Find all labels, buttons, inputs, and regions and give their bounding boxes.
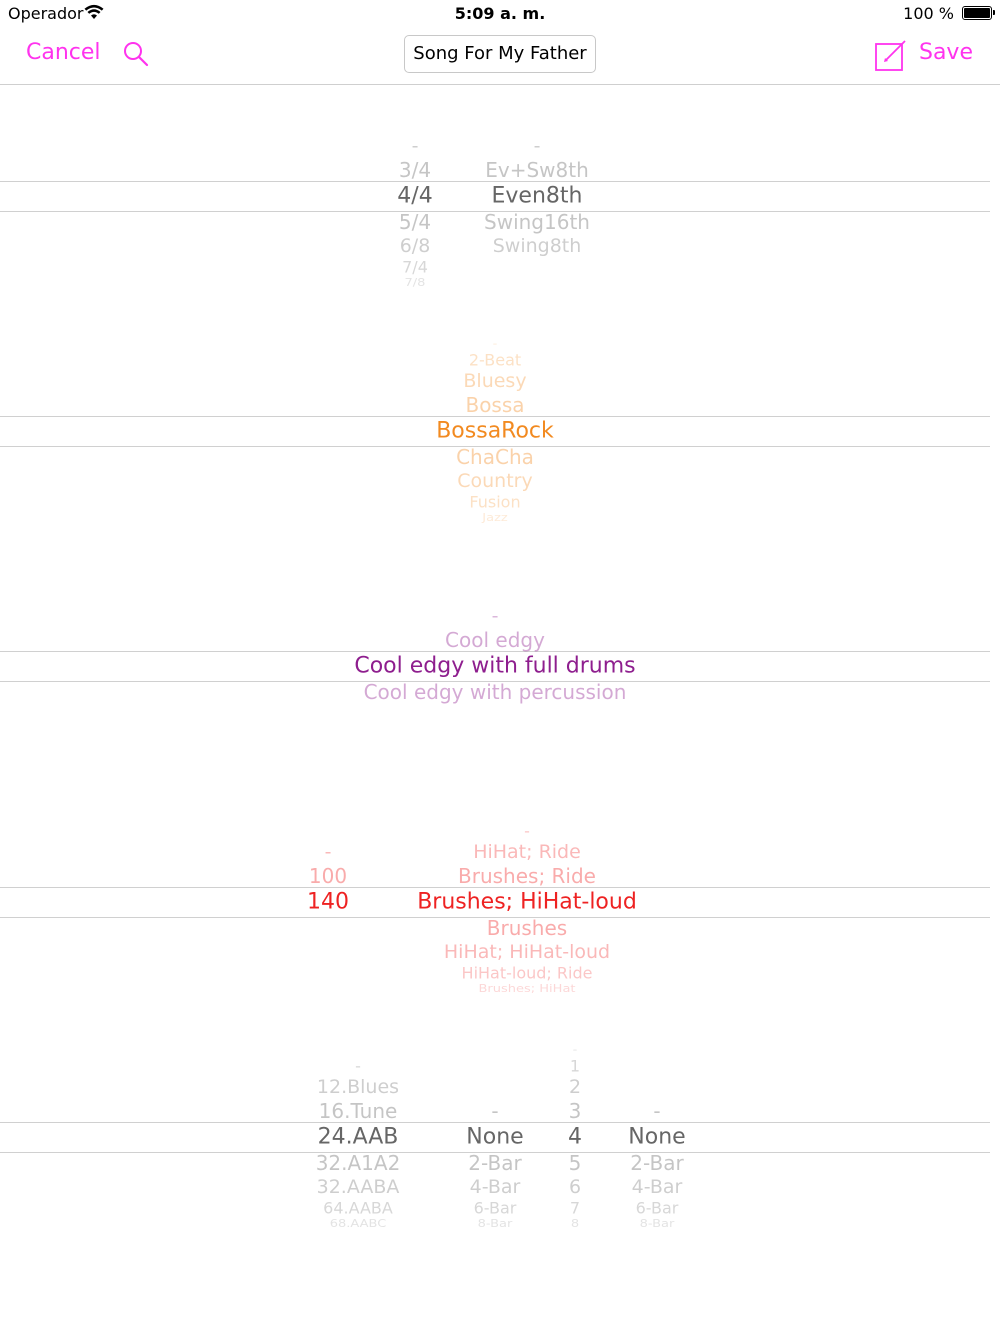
repeats-option[interactable]: 5 [568, 1151, 582, 1175]
selection-band [0, 1122, 990, 1153]
form-option[interactable]: 68.AABC [329, 1217, 387, 1231]
intro-option[interactable]: 4-Bar [469, 1176, 521, 1198]
drum-kit-option[interactable]: HiHat-loud; Ride [461, 963, 593, 983]
ending-option[interactable]: 6-Bar [635, 1198, 679, 1218]
repeats-option[interactable]: 3 [568, 1099, 582, 1123]
picker-time-signature-feel[interactable]: -3/4 4/4 5/4 6/8 7/4 7/8 - Ev+Sw8th Even8th Swin… [0, 100, 990, 300]
battery-icon [962, 6, 995, 20]
selection-band [0, 887, 990, 918]
selection-band [0, 416, 990, 447]
feel-option[interactable]: Swing8th [492, 235, 582, 257]
save-button[interactable]: Save [918, 40, 973, 65]
repeats-option[interactable]: 6 [568, 1176, 582, 1198]
ending-option[interactable]: 4-Bar [631, 1176, 683, 1198]
wifi-icon [84, 4, 104, 24]
ending-option[interactable]: 8-Bar [639, 1217, 675, 1231]
form-option[interactable]: 24.AAB [317, 1124, 399, 1150]
time-signature-option[interactable]: 6/8 [399, 235, 431, 257]
form-option[interactable]: 32.AABA [316, 1176, 400, 1198]
compose-icon[interactable] [874, 38, 908, 72]
style-option[interactable]: Fusion [469, 492, 521, 512]
tempo-option[interactable]: 100 [308, 864, 348, 888]
tempo-option[interactable]: - [324, 841, 332, 863]
picker-tempo-drums[interactable]: -100 140 - HiHat; Ride Brushes; Ride Brushes… [0, 806, 990, 1006]
form-option[interactable]: - [355, 1056, 361, 1076]
feel-option[interactable]: - [533, 135, 541, 157]
drum-kit-option[interactable]: Brushes; HiHat [478, 982, 576, 996]
time-signature-option[interactable]: 7/4 [402, 257, 428, 277]
feel-option[interactable]: Ev+Sw8th [485, 158, 589, 182]
drum-kit-option[interactable]: HiHat; Ride [473, 841, 581, 863]
feel-option[interactable]: Even8th [491, 183, 583, 209]
repeats-option[interactable]: 2 [568, 1076, 582, 1098]
navigation-bar: Cancel Song For My Father Save [0, 28, 1000, 85]
status-bar: Operador 5:09 a. m. 100 % [0, 0, 1000, 28]
clock: 5:09 a. m. [454, 4, 546, 23]
drum-kit-option[interactable]: Brushes; HiHat-loud [417, 889, 637, 915]
repeats-option[interactable]: 8 [570, 1217, 580, 1231]
ending-option[interactable]: None [628, 1124, 686, 1150]
carrier-label: Operador [8, 4, 84, 23]
time-signature-option[interactable]: 5/4 [398, 210, 432, 234]
form-option[interactable]: 16.Tune [318, 1099, 398, 1123]
intro-option[interactable]: None [466, 1124, 524, 1150]
time-signature-option[interactable]: 7/8 [404, 276, 426, 290]
form-option[interactable]: 32.A1A2 [315, 1151, 401, 1175]
intro-option[interactable]: - [491, 1099, 499, 1123]
repeats-option[interactable]: - [572, 1043, 578, 1057]
style-option[interactable]: - [492, 337, 498, 351]
picker-variation[interactable]: - Cool edgy Cool edgy with full drums Cool … [0, 571, 990, 771]
ending-option[interactable]: - [653, 1099, 661, 1123]
intro-option[interactable]: 8-Bar [477, 1217, 513, 1231]
variation-option[interactable]: Cool edgy with percussion [363, 680, 627, 704]
intro-option[interactable]: 6-Bar [473, 1198, 517, 1218]
variation-option[interactable]: Cool edgy with full drums [354, 653, 636, 679]
form-option[interactable]: 64.AABA [323, 1198, 393, 1218]
feel-option[interactable]: Swing16th [484, 210, 590, 234]
drum-kit-option[interactable]: - [524, 821, 530, 841]
style-option[interactable]: 2-Beat [468, 350, 522, 370]
time-signature-option[interactable]: 3/4 [398, 158, 432, 182]
drum-kit-option[interactable]: Brushes; Ride [458, 864, 596, 888]
drum-kit-option[interactable]: Brushes [486, 916, 568, 940]
style-option[interactable]: Bluesy [463, 370, 527, 392]
style-option[interactable]: BossaRock [436, 418, 554, 444]
song-title-field[interactable]: Song For My Father [404, 35, 596, 73]
ending-option[interactable]: 2-Bar [630, 1151, 684, 1175]
selection-band [0, 651, 990, 682]
picker-style[interactable]: -2-Beat Bluesy Bossa BossaRock ChaCha Country… [0, 336, 990, 536]
style-option[interactable]: Jazz [482, 511, 508, 525]
variation-option[interactable]: Cool edgy [445, 628, 545, 652]
drum-kit-option[interactable]: HiHat; HiHat-loud [443, 941, 611, 963]
selection-band [0, 181, 990, 212]
time-signature-option[interactable]: - [411, 135, 419, 157]
picker-form[interactable]: -12.Blues 16.Tune 24.AAB 32.A1A2 32.AABA 64.A… [0, 1041, 990, 1241]
search-icon[interactable] [122, 40, 150, 68]
battery-percent: 100 % [903, 4, 954, 23]
tempo-option[interactable]: 140 [307, 889, 349, 915]
form-option[interactable]: 12.Blues [316, 1076, 400, 1098]
style-option[interactable]: ChaCha [456, 445, 534, 469]
time-signature-option[interactable]: 4/4 [397, 183, 433, 209]
style-option[interactable]: Country [457, 470, 533, 492]
style-option[interactable]: Bossa [465, 393, 525, 417]
variation-option[interactable]: - [491, 605, 499, 627]
cancel-button[interactable]: Cancel [26, 40, 101, 65]
repeats-option[interactable]: 7 [569, 1198, 581, 1218]
repeats-option[interactable]: 1 [569, 1056, 581, 1076]
repeats-option[interactable]: 4 [568, 1124, 582, 1150]
intro-option[interactable]: 2-Bar [468, 1151, 522, 1175]
